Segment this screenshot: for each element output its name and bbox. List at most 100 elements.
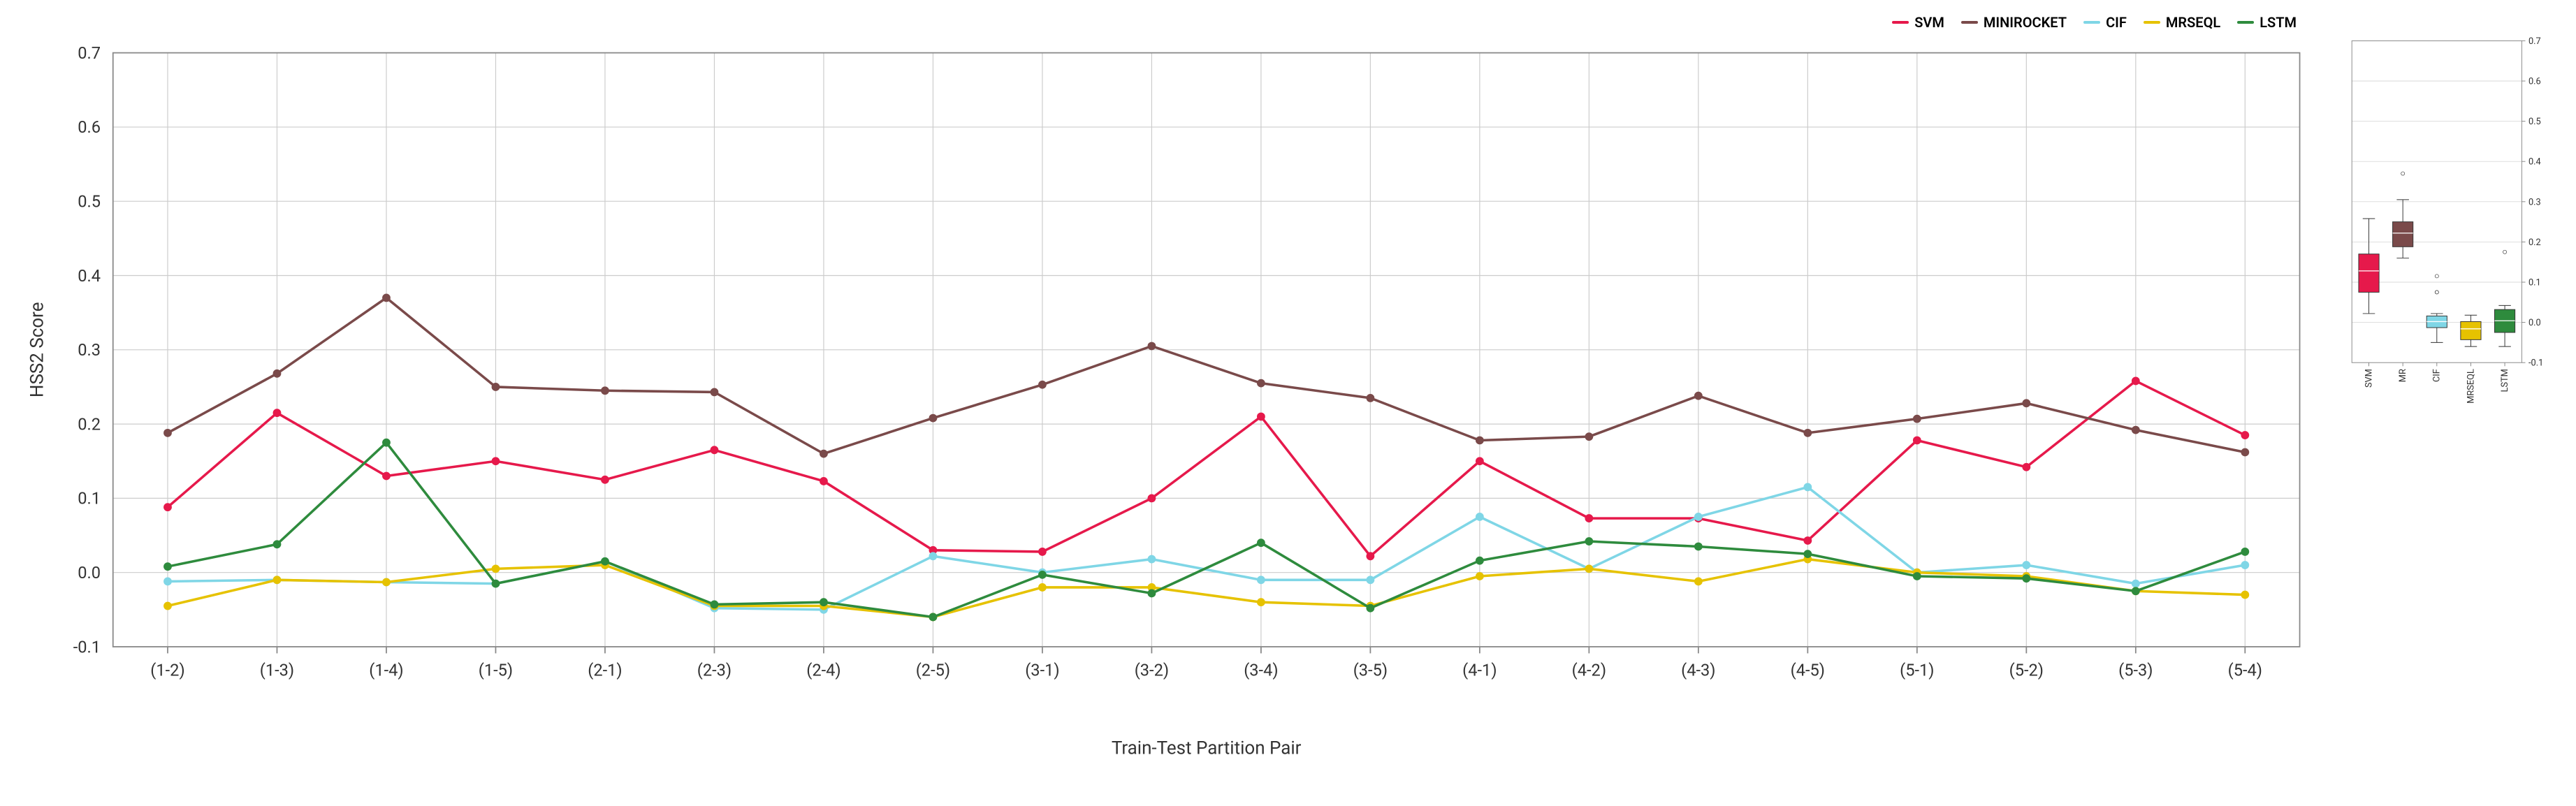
box-y-tick-label: 0.1 [2528, 277, 2541, 288]
series-point [2241, 561, 2249, 569]
series-point [1913, 437, 1921, 445]
series-point [1694, 392, 1703, 400]
x-tick-label: (2-4) [806, 660, 841, 680]
box-x-tick-label: MRSEQL [2466, 369, 2476, 404]
series-point [1476, 557, 1484, 565]
x-tick-label: (2-3) [697, 660, 732, 680]
box-svm [2359, 254, 2379, 293]
legend-item-minirocket: MINIROCKET [1961, 14, 2067, 31]
series-point [2022, 561, 2030, 569]
legend-label-minirocket: MINIROCKET [1984, 14, 2067, 31]
x-tick-label: (4-2) [1572, 660, 1606, 680]
x-tick-label: (2-5) [916, 660, 950, 680]
outlier [2435, 291, 2438, 294]
line-chart-svg: -0.10.00.10.20.30.40.50.60.7(1-2)(1-3)(1… [14, 36, 2324, 779]
series-point [1147, 555, 1156, 564]
series-point [2022, 399, 2030, 407]
x-tick-label: (4-1) [1462, 660, 1497, 680]
series-point [1366, 604, 1374, 613]
legend-item-cif: CIF [2083, 14, 2127, 31]
box-x-tick-label: MR [2398, 369, 2408, 382]
series-point [1585, 514, 1593, 522]
legend-label-cif: CIF [2106, 14, 2127, 31]
series-point [382, 293, 391, 302]
series-point [1147, 589, 1156, 598]
series-point [1257, 576, 1265, 584]
box-y-tick-label: 0.2 [2528, 237, 2541, 248]
outlier [2435, 274, 2438, 278]
series-line-minirocket [168, 298, 2245, 453]
series-point [601, 386, 609, 395]
series-line-lstm [168, 443, 2245, 617]
series-point [163, 503, 172, 511]
series-point [273, 409, 282, 417]
legend-label-lstm: LSTM [2260, 14, 2297, 31]
legend-swatch-lstm [2237, 21, 2254, 24]
legend-label-mrseql: MRSEQL [2166, 14, 2220, 31]
x-axis-label: Train-Test Partition Pair [1112, 738, 1302, 759]
legend-item-lstm: LSTM [2237, 14, 2297, 31]
series-point [820, 450, 828, 458]
box-x-tick-label: CIF [2432, 369, 2443, 382]
series-point [163, 429, 172, 437]
y-tick-label: 0.7 [78, 43, 101, 63]
y-tick-label: 0.4 [78, 266, 101, 286]
series-point [1585, 537, 1593, 545]
legend: SVM MINIROCKET CIF MRSEQL LSTM [14, 14, 2324, 31]
series-point [1803, 483, 1812, 492]
series-point [2132, 426, 2140, 434]
series-point [2132, 377, 2140, 386]
series-point [1366, 394, 1374, 402]
legend-label-svm: SVM [1914, 14, 1944, 31]
series-point [929, 613, 938, 622]
x-tick-label: (1-4) [369, 660, 403, 680]
series-point [1694, 513, 1703, 521]
x-tick-label: (5-2) [2009, 660, 2044, 680]
series-point [2241, 591, 2249, 599]
y-tick-label: 0.3 [78, 340, 101, 360]
box-x-tick-label: SVM [2364, 369, 2374, 388]
x-tick-label: (5-4) [2228, 660, 2262, 680]
series-point [273, 540, 282, 548]
outlier [2503, 250, 2507, 254]
series-line-cif [168, 487, 2245, 609]
x-tick-label: (1-3) [260, 660, 294, 680]
series-point [1476, 513, 1484, 521]
box-chart-svg: -0.10.00.10.20.30.40.50.60.7SVMMRCIFMRSE… [2338, 14, 2562, 434]
series-point [2022, 463, 2030, 471]
series-point [1913, 572, 1921, 580]
series-point [929, 552, 938, 560]
y-axis-label: HSS2 Score [27, 302, 48, 398]
box-y-tick-label: 0.3 [2528, 197, 2541, 207]
x-tick-label: (5-1) [1900, 660, 1934, 680]
series-point [929, 414, 938, 423]
series-point [382, 578, 391, 587]
series-point [1694, 578, 1703, 586]
x-tick-label: (1-2) [150, 660, 184, 680]
series-point [492, 580, 500, 588]
series-point [820, 477, 828, 485]
series-point [2132, 580, 2140, 588]
series-point [1257, 413, 1265, 421]
series-point [2241, 548, 2249, 556]
series-point [711, 600, 719, 608]
box-chart-panel: -0.10.00.10.20.30.40.50.60.7SVMMRCIFMRSE… [2338, 14, 2562, 779]
x-tick-label: (1-5) [479, 660, 513, 680]
legend-swatch-mrseql [2144, 21, 2160, 24]
series-point [1913, 415, 1921, 423]
series-point [1476, 572, 1484, 580]
series-point [1147, 342, 1156, 351]
x-tick-label: (3-5) [1353, 660, 1388, 680]
series-point [1257, 538, 1265, 547]
series-line-svm [168, 381, 2245, 556]
series-point [601, 476, 609, 484]
series-point [1038, 571, 1047, 579]
series-point [711, 388, 719, 396]
y-tick-label: -0.1 [73, 637, 101, 657]
x-tick-label: (2-1) [588, 660, 622, 680]
series-point [1366, 552, 1374, 560]
box-y-tick-label: -0.1 [2528, 358, 2543, 369]
legend-swatch-svm [1892, 21, 1909, 24]
y-tick-label: 0.1 [78, 489, 101, 508]
series-point [1038, 548, 1047, 556]
